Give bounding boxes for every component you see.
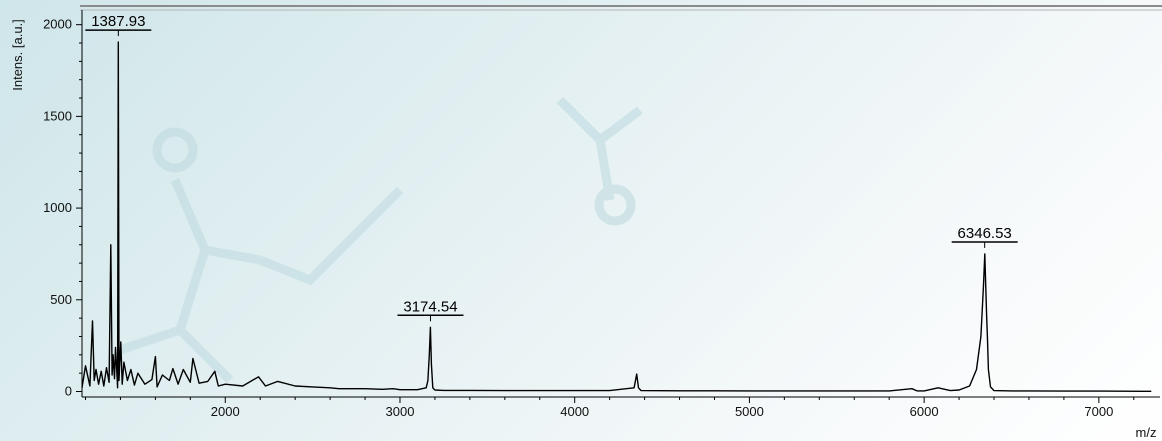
x-tick-label: 3000	[386, 404, 415, 419]
series-layer	[81, 41, 1152, 392]
peak-annotations: 1387.93 3174.54 6346.53	[85, 13, 1018, 322]
peak-label: 3174.54	[403, 298, 457, 315]
peak-label: 6346.53	[958, 225, 1012, 242]
x-axis-label: m/z	[1136, 425, 1157, 440]
y-axis-label: Intens. [a.u.]	[10, 19, 25, 91]
x-tick-label: 5000	[735, 404, 764, 419]
x-tick-label: 4000	[560, 404, 589, 419]
y-tick-label: 1500	[43, 108, 72, 123]
molecule-watermark	[118, 96, 643, 384]
axes	[81, 10, 1160, 398]
y-tick-label: 0	[65, 383, 72, 398]
y-tick-label: 2000	[43, 17, 72, 32]
x-tick-label: 6000	[910, 404, 939, 419]
y-tick-label: 1000	[43, 200, 72, 215]
x-tick-label: 2000	[211, 404, 240, 419]
spectrum-series-line	[81, 41, 1152, 392]
peak-label: 1387.93	[91, 13, 145, 30]
ticks: 0 500 1000 1500 2000 2000 3000 4000 5000 6000 7000	[43, 17, 1135, 419]
x-tick-label: 7000	[1084, 404, 1113, 419]
y-tick-label: 500	[50, 292, 72, 307]
